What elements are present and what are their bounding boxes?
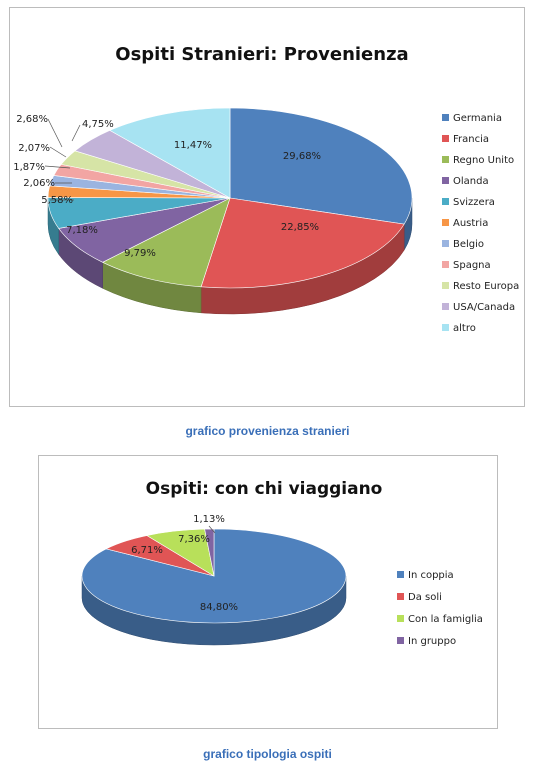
legend-label-da-soli: Da soli [408,592,442,603]
chart-provenienza-svg: Ospiti Stranieri: Provenienza 29,68% 22,85… [13,44,519,334]
data-label-belgio: 1,87% [13,162,45,173]
legend-label-altro: altro [453,323,476,334]
legend-label-germania: Germania [453,113,502,124]
data-label-altro: 11,47% [174,140,212,151]
legend-swatch-in-gruppo [397,637,404,644]
data-label-resto-europa: 2,68% [16,114,48,125]
legend-swatch-germania [442,114,449,121]
data-label-con-la-famiglia: 7,36% [178,534,210,545]
legend-label-in-coppia: In coppia [408,570,454,581]
leader-line-belgio [44,165,71,169]
pie-slice-francia[interactable] [200,197,405,289]
legend-swatch-resto-europa [442,282,449,289]
data-label-in-coppia: 84,80% [200,602,238,613]
chart-tipologia-svg: Ospiti: con chi viaggiano 84,80% 6,71% 7,36… [81,479,483,647]
chart-title: Ospiti Stranieri: Provenienza [115,44,408,65]
data-labels: 84,80% 6,71% 7,36% 1,13% [131,514,238,613]
legend-label-belgio: Belgio [453,239,484,250]
legend-label-francia: Francia [453,134,489,145]
legend-swatch-da-soli [397,593,404,600]
legend-swatch-svizzera [442,198,449,205]
legend-swatch-olanda [442,177,449,184]
leader-line-in-gruppo [208,525,216,534]
legend-label-olanda: Olanda [453,176,489,187]
chart-tipologia-frame: Ospiti: con chi viaggiano 84,80% 6,71% 7,36… [38,455,498,729]
data-label-svizzera: 5,58% [41,195,73,206]
pie-slice-germania[interactable] [229,107,413,225]
legend-swatch-francia [442,135,449,142]
chart-title: Ospiti: con chi viaggiano [146,479,383,499]
legend-label-usa-canada: USA/Canada [453,302,515,313]
legend-label-resto-europa: Resto Europa [453,281,519,292]
legend-label-svizzera: Svizzera [453,197,495,208]
caption-provenienza[interactable]: grafico provenienza stranieri [185,424,350,438]
data-label-austria: 2,06% [23,178,55,189]
legend: Germania Francia Regno Unito Olanda Svizzera… [442,113,519,334]
pie-slices [47,107,413,289]
leader-line-spagna [49,146,67,158]
data-label-germania: 29,68% [283,151,321,162]
leader-line-usa-canada [71,124,81,142]
legend-swatch-belgio [442,240,449,247]
legend-swatch-altro [442,324,449,331]
pie-slices [81,528,347,624]
pie-slice-in-gruppo[interactable] [204,528,215,577]
data-label-olanda: 7,18% [66,225,98,236]
caption-tipologia[interactable]: grafico tipologia ospiti [203,747,332,761]
legend-label-spagna: Spagna [453,260,491,271]
legend-swatch-con-la-famiglia [397,615,404,622]
legend-swatch-in-coppia [397,571,404,578]
legend-label-con-la-famiglia: Con la famiglia [408,614,483,625]
data-label-regno-unito: 9,79% [124,248,156,259]
data-label-usa-canada: 4,75% [82,119,114,130]
legend-swatch-usa-canada [442,303,449,310]
data-label-spagna: 2,07% [18,143,50,154]
legend-swatch-austria [442,219,449,226]
legend-label-austria: Austria [453,218,488,229]
chart-provenienza-frame: Ospiti Stranieri: Provenienza 29,68% 22,85… [9,7,525,407]
data-label-in-gruppo: 1,13% [193,514,225,525]
data-labels: 29,68% 22,85% 9,79% 7,18% 5,58% 2,06% 1,87% 2,0… [13,114,321,259]
pie-slice-altro[interactable] [109,107,231,199]
legend-label-in-gruppo: In gruppo [408,636,456,647]
legend: In coppia Da soli Con la famiglia In gruppo [397,570,483,647]
legend-swatch-regno-unito [442,156,449,163]
leader-line-resto-europa [47,118,63,148]
legend-swatch-spagna [442,261,449,268]
legend-label-regno-unito: Regno Unito [453,155,514,166]
data-label-da-soli: 6,71% [131,545,163,556]
pie-slice-regno-unito[interactable] [101,197,231,288]
data-label-francia: 22,85% [281,222,319,233]
